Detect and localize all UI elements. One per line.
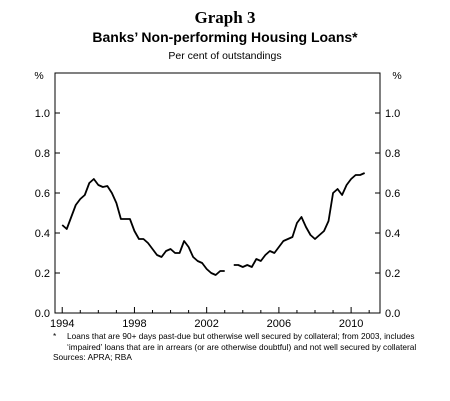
chart-notes: * Loans that are 90+ days past-due but o…	[53, 331, 433, 363]
series-group	[61, 172, 366, 276]
y-tick-label-right: 0.4	[385, 228, 400, 240]
chart-subtitle: Per cent of outstandings	[168, 50, 282, 62]
y-axis-ticks: 0.0 0.0 0.2 0.2 0.4 0.4 0.6 0.6 0.8 0.8 1.0 1.0	[35, 108, 401, 320]
y-tick-label-left: 1.0	[35, 108, 50, 120]
chart-title: Banks’ Non-performing Housing Loans*	[92, 29, 358, 45]
footnote-text: Loans that are 90+ days past-due but oth…	[67, 331, 417, 352]
y-axis-unit-left: %	[34, 70, 43, 82]
x-tick-label: 2002	[194, 318, 218, 330]
footnote-mark: *	[53, 331, 57, 341]
y-tick-label-right: 0.2	[385, 268, 400, 280]
series-line-segment	[233, 172, 366, 268]
x-axis-ticks: 1994 1998 2002 2006 2010	[50, 307, 370, 330]
y-tick-label-left: 0.8	[35, 148, 50, 160]
x-tick-label: 2010	[339, 318, 363, 330]
plot-frame	[54, 72, 381, 314]
y-tick-label-left: 0.0	[35, 308, 50, 320]
y-tick-label-right: 0.0	[385, 308, 400, 320]
x-tick-label: 1998	[122, 318, 146, 330]
y-axis-unit-right: %	[392, 70, 401, 82]
x-tick-label: 1994	[50, 318, 74, 330]
y-tick-label-right: 1.0	[385, 108, 400, 120]
graph-label: Graph 3	[194, 8, 256, 27]
y-tick-label-left: 0.6	[35, 188, 50, 200]
series-line-segment	[61, 178, 225, 276]
y-tick-label-left: 0.2	[35, 268, 50, 280]
x-tick-label: 2006	[267, 318, 291, 330]
y-tick-label-right: 0.6	[385, 188, 400, 200]
y-tick-label-right: 0.8	[385, 148, 400, 160]
footnote: * Loans that are 90+ days past-due but o…	[53, 331, 433, 352]
y-tick-label-left: 0.4	[35, 228, 50, 240]
sources: Sources: APRA; RBA	[53, 352, 132, 363]
